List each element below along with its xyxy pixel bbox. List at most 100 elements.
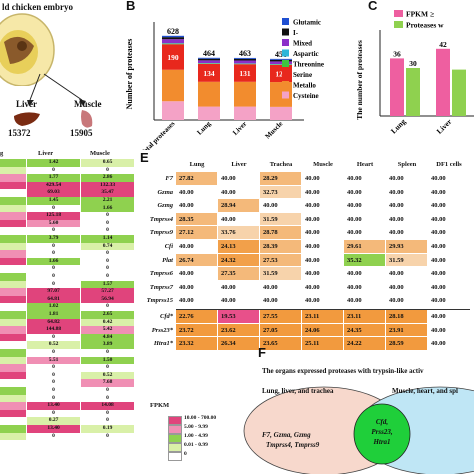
chart-b-legend-label: Glutamic [293, 19, 321, 27]
ct-table-gene: Plat [140, 254, 173, 267]
ct-table-cell: 40.00 [218, 213, 259, 226]
ct-table-cell: 40.00 [302, 199, 343, 212]
ct-table-gene: Htra1* [140, 337, 173, 350]
ct-table-cell: 40.00 [260, 199, 301, 212]
heatmap-cell-lung [0, 296, 26, 304]
ct-table-cell: 27.53 [260, 254, 301, 267]
chart-b-category-label: Lung [195, 119, 212, 136]
chart-c-bar [406, 68, 420, 116]
fpkm-legend-label: 5.00 - 9.99 [184, 424, 208, 430]
ct-table-cell: 40.00 [386, 294, 427, 307]
heatmap-cell-lung [0, 379, 26, 387]
chart-b-legend-label: Aspartic [293, 50, 319, 58]
panel-f-title: The organs expressed proteases with tryp… [262, 367, 424, 375]
liver-label: Liver [16, 99, 37, 109]
heatmap-cell-liver: 3.79 [27, 235, 80, 243]
ct-table-gene: Gzma [140, 186, 173, 199]
ct-table-gene: Gzmg [140, 199, 173, 212]
chart-b-legend-swatch [282, 60, 289, 67]
heatmap-cell-muscle: 1.14 [81, 235, 134, 243]
heatmap-cell-muscle: 56.94 [81, 296, 134, 304]
fpkm-legend-label: 10.00 - 700.00 [184, 415, 216, 421]
liver-image [12, 110, 42, 128]
ct-table-cell: 29.93 [386, 240, 427, 253]
heatmap-cell-muscle: 132.33 [81, 182, 134, 190]
chart-b-bar-segment [162, 44, 184, 45]
heatmap-cell-liver: 0.52 [27, 341, 80, 349]
chart-b-category-label: Liver [231, 120, 248, 137]
ct-table-cell: 31.59 [260, 213, 301, 226]
chart-b-bar-segment [270, 59, 292, 60]
venn-left-title: Lung, liver, and trachea [262, 387, 334, 395]
venn-left-genes-1: F7, Gzma, Gzmg [262, 431, 311, 439]
chart-c-bar [436, 49, 450, 116]
chart-b-legend-label: Serine [293, 71, 312, 79]
venn-left-genes-2: Tmprss4, Tmprss9 [266, 441, 319, 449]
ct-table-cell: 40.00 [344, 213, 385, 226]
heatmap-cell-liver: 1.66 [27, 258, 80, 266]
chart-b-bar-segment [198, 58, 220, 59]
ct-table-gene: Tmprss15 [140, 294, 173, 307]
ct-table-cell: 40.00 [428, 199, 469, 212]
chart-c-bar [452, 70, 466, 116]
heatmap-cell-liver: 5.51 [27, 357, 80, 365]
ct-table-cell: 23.62 [218, 324, 259, 337]
heatmap-cell-muscle: 0.65 [81, 159, 134, 167]
heatmap-cell-lung [0, 311, 26, 319]
heatmap-cell-lung [0, 235, 26, 243]
heatmap-cell-liver: 0 [27, 273, 80, 281]
fpkm-legend-swatch [168, 425, 182, 434]
chart-b-legend-swatch [282, 71, 289, 78]
chart-b-bar-segment [162, 39, 184, 43]
muscle-count: 15905 [70, 128, 93, 138]
heatmap-cell-liver: 64.81 [27, 296, 80, 304]
heatmap-cell-lung [0, 189, 26, 197]
heatmap-cell-lung [0, 197, 26, 205]
ct-table-cell: 40.00 [386, 226, 427, 239]
ct-table-cell: 19.53 [218, 310, 259, 323]
heatmap-cell-muscle: 57.27 [81, 288, 134, 296]
ct-table-cell: 40.00 [218, 172, 259, 185]
heatmap-cell-lung [0, 182, 26, 190]
ct-table-header: Muscle [302, 161, 344, 168]
ct-table-cell: 26.74 [176, 254, 217, 267]
heatmap-cell-lung [0, 220, 26, 228]
heatmap-cell-muscle: 0 [81, 349, 134, 357]
heatmap-cell-muscle: 4.84 [81, 334, 134, 342]
ct-table-cell: 40.00 [302, 267, 343, 280]
ct-table-cell: 40.00 [344, 294, 385, 307]
ct-table-cell: 40.00 [176, 267, 217, 280]
heatmap-cell-muscle: 2.21 [81, 197, 134, 205]
ct-table-gene: Tmprss6 [140, 267, 173, 280]
ct-table-cell: 28.94 [218, 199, 259, 212]
heatmap-cell-muscle: 0 [81, 212, 134, 220]
ct-table-cell: 40.00 [428, 186, 469, 199]
heatmap-cell-lung [0, 303, 26, 311]
ct-table-cell: 40.00 [428, 254, 469, 267]
ct-table-header: Liver [218, 161, 260, 168]
chart-c-ylabel: The number of proteases [355, 40, 364, 120]
ct-table-header: Heart [344, 161, 386, 168]
heatmap-cell-liver: 13.40 [27, 425, 80, 433]
ct-table-cell: 40.00 [428, 240, 469, 253]
heatmap-cell-lung [0, 341, 26, 349]
heatmap-cell-liver: 0 [27, 243, 80, 251]
venn-center-gene-2: Prss23, [362, 427, 402, 437]
heatmap-cell-muscle: 0 [81, 410, 134, 418]
ct-table-cell: 22.76 [176, 310, 217, 323]
ct-table-cell: 40.00 [428, 294, 469, 307]
chart-c-category-label: Lung [389, 117, 408, 136]
